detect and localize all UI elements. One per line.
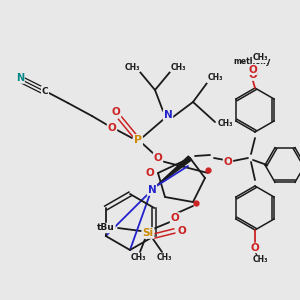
Text: C: C <box>42 86 48 95</box>
Text: methoxy: methoxy <box>233 58 271 67</box>
Text: N: N <box>148 185 156 195</box>
Text: O: O <box>224 157 232 167</box>
Text: tBu: tBu <box>97 224 115 232</box>
Text: CH₃: CH₃ <box>124 62 140 71</box>
Text: O: O <box>250 243 260 253</box>
Text: O: O <box>112 107 120 117</box>
Text: P: P <box>134 135 142 145</box>
Text: CH₃: CH₃ <box>130 254 146 262</box>
Text: O: O <box>249 70 257 80</box>
Text: CH₃: CH₃ <box>156 254 172 262</box>
Text: O: O <box>171 213 179 223</box>
Text: CH₃: CH₃ <box>217 119 233 128</box>
Text: N: N <box>16 73 24 83</box>
Text: O: O <box>146 168 154 178</box>
Text: O: O <box>108 123 116 133</box>
Polygon shape <box>155 156 192 187</box>
Text: Si: Si <box>142 228 154 238</box>
Text: O: O <box>249 65 257 75</box>
Text: O: O <box>154 153 162 163</box>
Text: CH₃: CH₃ <box>252 53 268 62</box>
Text: CH₃: CH₃ <box>170 62 186 71</box>
Text: CH₃: CH₃ <box>252 256 268 265</box>
Text: N: N <box>164 110 172 120</box>
Text: O: O <box>178 226 187 236</box>
Text: CH₃: CH₃ <box>207 74 223 82</box>
